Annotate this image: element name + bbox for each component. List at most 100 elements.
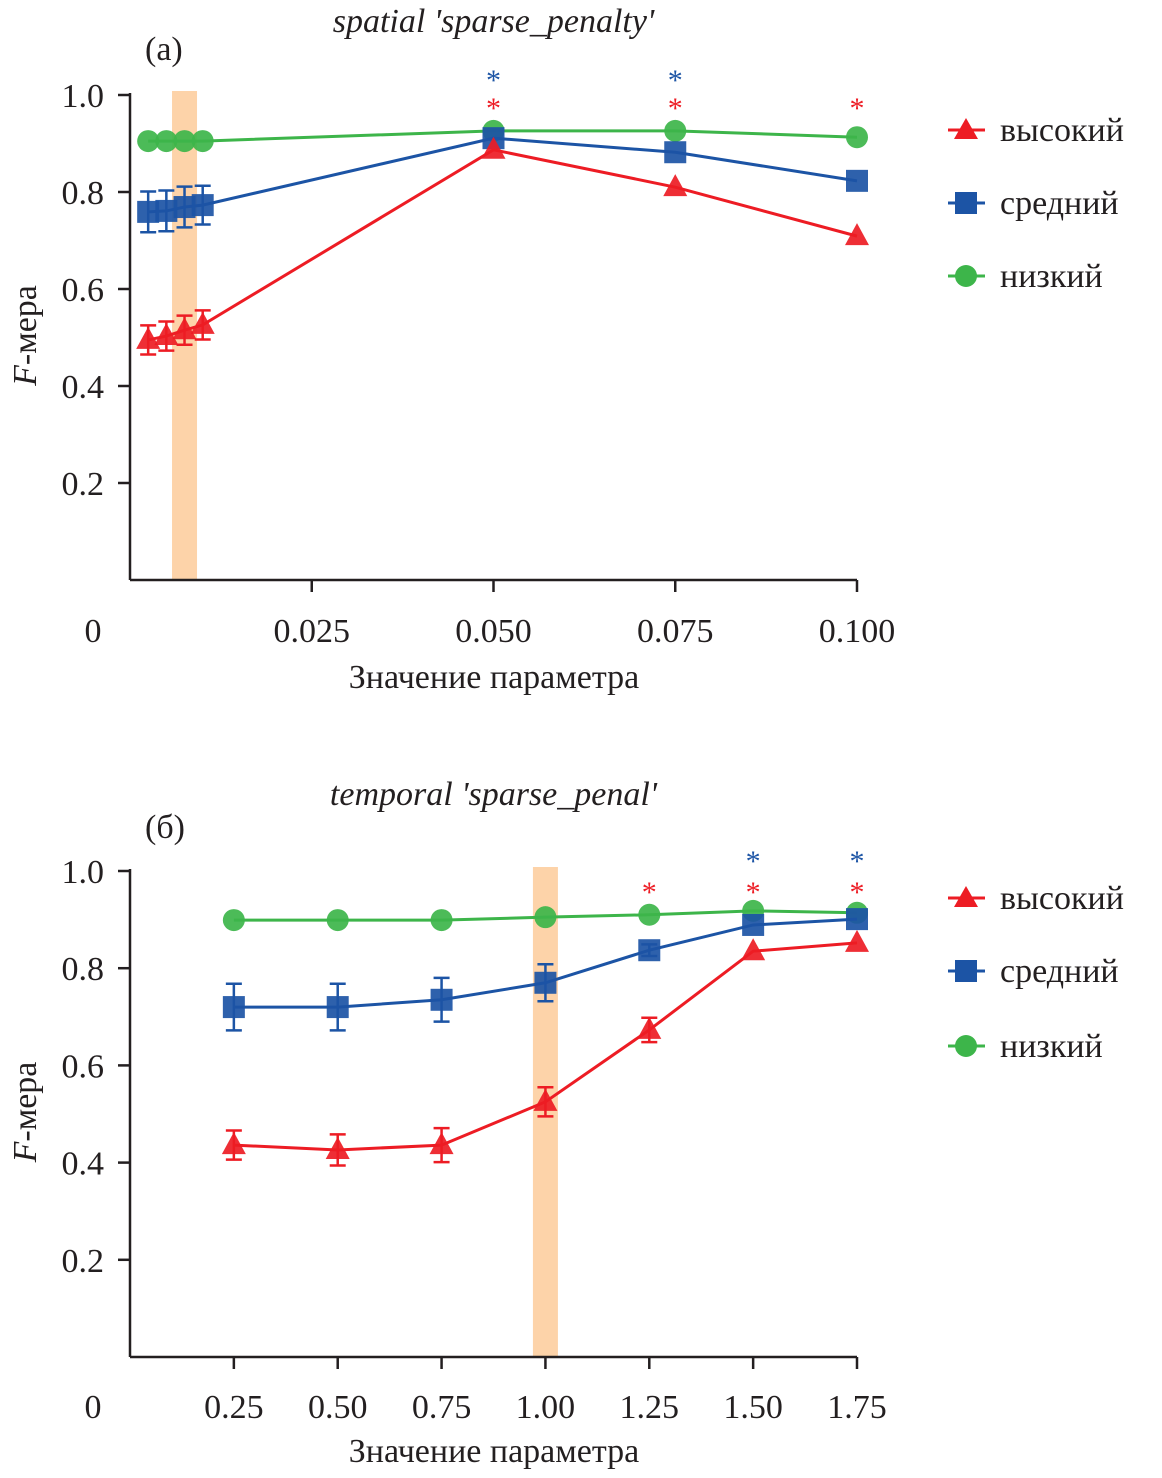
x-tick-label: 0.100: [819, 613, 896, 650]
data-point-high: [845, 223, 869, 246]
x-tick-label: 1.75: [827, 1389, 887, 1426]
x-axis-label: Значение параметра: [349, 1433, 639, 1470]
data-point-medium: [846, 908, 868, 931]
legend-marker-triangle: [954, 886, 978, 907]
significance-asterisk-medium: *: [746, 845, 761, 878]
y-axis-label: F-мера: [7, 1062, 44, 1164]
panel-label: (a): [145, 31, 183, 68]
data-point-high: [325, 1136, 350, 1159]
legend-label-high: высокий: [1000, 112, 1124, 149]
data-point-low: [173, 130, 196, 153]
y-tick-label: 0.8: [62, 951, 105, 988]
data-point-high: [845, 929, 869, 952]
data-point-medium: [638, 939, 661, 962]
legend-label-medium: средний: [1000, 953, 1119, 990]
legend-label-low: низкий: [1000, 258, 1103, 295]
significance-asterisk-medium: *: [486, 64, 501, 97]
data-point-high: [637, 1016, 662, 1039]
x-tick-label: 0: [85, 613, 102, 650]
y-tick-label: 1.0: [62, 854, 105, 891]
data-point-low: [664, 119, 687, 142]
significance-asterisk-high: *: [850, 876, 865, 909]
x-axis-label: Значение параметра: [349, 659, 639, 696]
data-point-high: [136, 326, 161, 349]
y-axis-label-italic: F: [7, 1140, 44, 1163]
x-tick-label: 0.50: [308, 1389, 368, 1426]
legend-marker-square: [955, 960, 977, 982]
series-line-high: [147, 148, 858, 342]
data-point-medium: [742, 913, 765, 936]
x-tick-label: 0.75: [412, 1389, 472, 1426]
data-point-medium: [326, 996, 349, 1019]
y-axis-label-rest: -мера: [7, 285, 44, 365]
data-point-high: [663, 174, 688, 197]
significance-asterisk-high: *: [642, 876, 657, 909]
data-point-medium: [222, 996, 245, 1019]
significance-asterisk-medium: *: [668, 64, 683, 97]
series-line-medium: [148, 136, 858, 214]
y-tick-label: 0.8: [62, 175, 105, 212]
data-point-low: [155, 130, 178, 153]
legend-marker-circle: [955, 1035, 977, 1057]
chart-title: temporal 'sparse_penal': [330, 776, 658, 813]
x-tick-label: 1.25: [620, 1389, 680, 1426]
y-tick-label: 0.2: [62, 1243, 105, 1280]
x-tick-label: 1.00: [516, 1389, 576, 1426]
x-tick-label: 0.075: [637, 613, 714, 650]
data-point-high: [172, 317, 197, 340]
y-axis-label-italic: F: [7, 364, 44, 387]
x-tick-label: 1.50: [723, 1389, 783, 1426]
y-axis-label: F-мера: [7, 285, 44, 387]
y-tick-label: 0.4: [62, 369, 105, 406]
data-point-medium: [534, 971, 557, 994]
y-tick-label: 0.6: [62, 272, 105, 309]
legend-label-low: низкий: [1000, 1028, 1103, 1065]
data-point-high: [154, 323, 179, 346]
data-point-high: [190, 311, 215, 334]
chart-panel-1: spatial 'sparse_penalty' (a) 0.2 0.4 0.6 0.8 1…: [7, 3, 1124, 696]
significance-asterisk-high: *: [668, 92, 683, 125]
y-axis-label-rest: -мера: [7, 1062, 44, 1142]
significance-asterisk-high: *: [746, 876, 761, 909]
data-point-high: [221, 1132, 246, 1155]
data-point-low: [326, 909, 349, 932]
x-tick-label: 0.025: [274, 613, 351, 650]
y-tick-label: 0.4: [62, 1146, 105, 1183]
data-point-high: [429, 1132, 454, 1155]
data-point-medium: [173, 196, 196, 219]
significance-asterisk-high: *: [850, 92, 865, 125]
y-tick-label: 0.2: [62, 466, 105, 503]
data-point-high: [481, 136, 506, 159]
data-point-low: [222, 909, 245, 932]
y-tick-label: 1.0: [62, 78, 105, 115]
data-point-high: [741, 938, 766, 961]
x-tick-label: 0.050: [455, 613, 532, 650]
legend-marker-circle: [955, 265, 977, 287]
chart-title: spatial 'sparse_penalty': [333, 3, 655, 40]
y-tick-label: 0.6: [62, 1048, 105, 1085]
data-point-low: [430, 909, 453, 932]
data-point-low: [534, 906, 557, 929]
data-point-high: [533, 1088, 558, 1111]
panel-label: (б): [145, 809, 185, 846]
significance-asterisk-medium: *: [850, 845, 865, 878]
data-point-medium: [430, 988, 453, 1011]
data-point-medium: [191, 194, 214, 217]
x-tick-label: 0.25: [204, 1389, 264, 1426]
data-point-medium: [664, 141, 687, 164]
legend-marker-square: [955, 192, 977, 214]
data-point-low: [846, 126, 868, 149]
significance-asterisk-high: *: [486, 92, 501, 125]
data-point-medium: [137, 200, 160, 223]
data-point-low: [191, 130, 214, 153]
legend-label-medium: средний: [1000, 185, 1119, 222]
data-point-low: [137, 130, 160, 153]
chart-panel-2: temporal 'sparse_penal' (б) 0.2 0.4 0.6 0.8 1.…: [7, 776, 1124, 1470]
legend-marker-triangle: [954, 118, 978, 139]
x-tick-label: 0: [85, 1389, 102, 1426]
data-point-medium: [155, 199, 178, 222]
legend-label-high: высокий: [1000, 880, 1124, 917]
data-point-medium: [846, 169, 868, 192]
data-point-low: [638, 903, 661, 926]
